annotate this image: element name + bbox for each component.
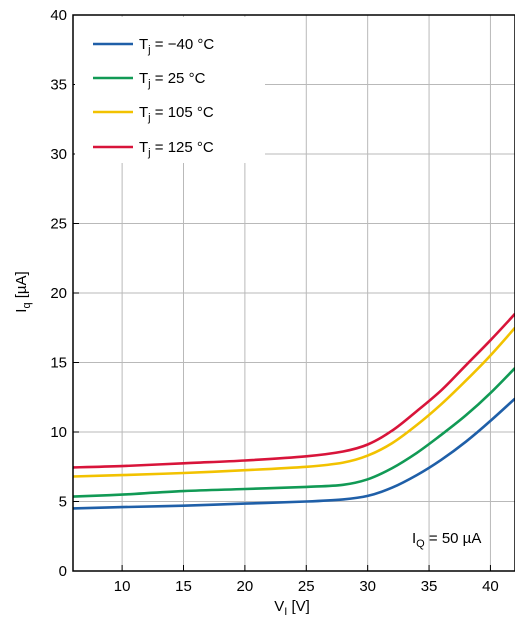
legend-label-3: Tj = 125 °C bbox=[139, 139, 214, 159]
legend-label-0: Tj = −40 °C bbox=[139, 36, 214, 56]
x-axis-label: VI [V] bbox=[274, 598, 310, 618]
y-tick-label: 35 bbox=[50, 77, 67, 94]
series-line-1 bbox=[72, 367, 515, 498]
x-tick-label: 15 bbox=[175, 578, 192, 595]
series-line-3 bbox=[72, 312, 515, 469]
x-tick-label: 20 bbox=[237, 578, 254, 595]
y-tick-label: 5 bbox=[59, 494, 67, 511]
x-tick-label: 10 bbox=[114, 578, 131, 595]
grid bbox=[73, 15, 515, 571]
y-tick-label: 20 bbox=[50, 285, 67, 302]
legend-label-1: Tj = 25 °C bbox=[139, 70, 206, 90]
series-line-0 bbox=[72, 397, 515, 510]
y-tick-label: 0 bbox=[59, 563, 67, 580]
series-line-2 bbox=[72, 326, 515, 478]
y-tick-label: 10 bbox=[50, 424, 67, 441]
x-tick-label: 25 bbox=[298, 578, 315, 595]
ticks: 10 15 20 25 30 35 40 0 5 10 15 20 25 30 35 40 bbox=[50, 7, 498, 595]
series-layer bbox=[72, 312, 515, 510]
y-tick-label: 15 bbox=[50, 355, 67, 372]
x-tick-label: 40 bbox=[482, 578, 499, 595]
legend-label-2: Tj = 105 °C bbox=[139, 104, 214, 124]
y-axis-label: Iq [µA] bbox=[13, 271, 33, 312]
legend: Tj = −40 °C Tj = 25 °C Tj = 105 °C Tj = 125… bbox=[75, 17, 265, 163]
x-tick-label: 35 bbox=[421, 578, 438, 595]
annotation-iq: IQ = 50 µA bbox=[412, 530, 481, 550]
legend-background bbox=[75, 17, 265, 163]
y-tick-label: 40 bbox=[50, 7, 67, 24]
x-tick-label: 30 bbox=[359, 578, 376, 595]
y-tick-label: 30 bbox=[50, 146, 67, 163]
y-tick-label: 25 bbox=[50, 216, 67, 233]
